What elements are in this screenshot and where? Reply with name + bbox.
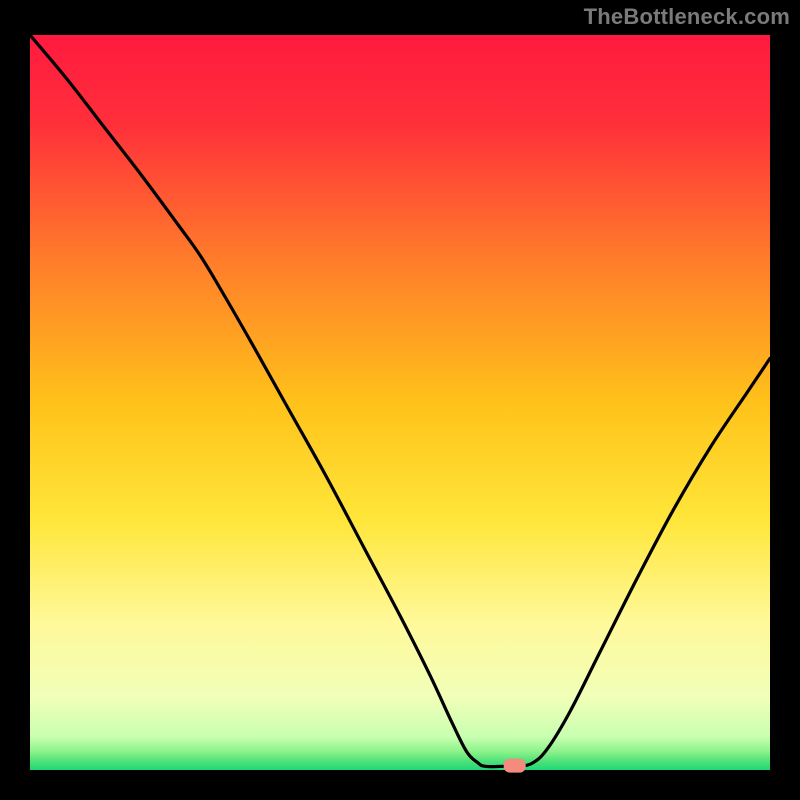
bottleneck-curve-chart	[0, 0, 800, 800]
plot-background	[30, 35, 770, 770]
optimal-point-marker	[504, 759, 526, 773]
chart-stage: TheBottleneck.com	[0, 0, 800, 800]
watermark-text: TheBottleneck.com	[584, 4, 790, 30]
